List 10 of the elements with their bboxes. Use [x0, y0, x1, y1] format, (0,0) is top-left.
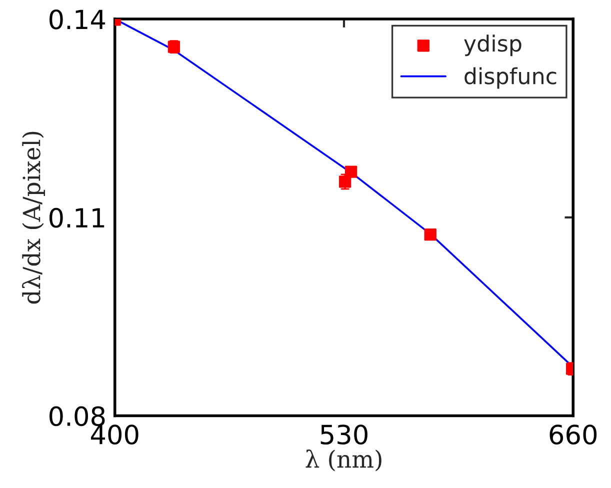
y-axis-title: dλ/dx (A/pixel)	[22, 132, 45, 304]
y-tick-label: 0.14	[50, 9, 106, 30]
x-axis-title: λ (nm)	[306, 450, 382, 472]
y-tick-label: 0.11	[50, 208, 104, 228]
x-tick-label: 660	[550, 424, 597, 445]
legend-label: ydisp	[464, 34, 522, 56]
x-tick-label: 400	[90, 424, 138, 445]
legend-label: dispfunc	[464, 67, 556, 89]
x-tick-label: 530	[320, 424, 368, 445]
y-tick-label: 0.08	[50, 406, 105, 426]
